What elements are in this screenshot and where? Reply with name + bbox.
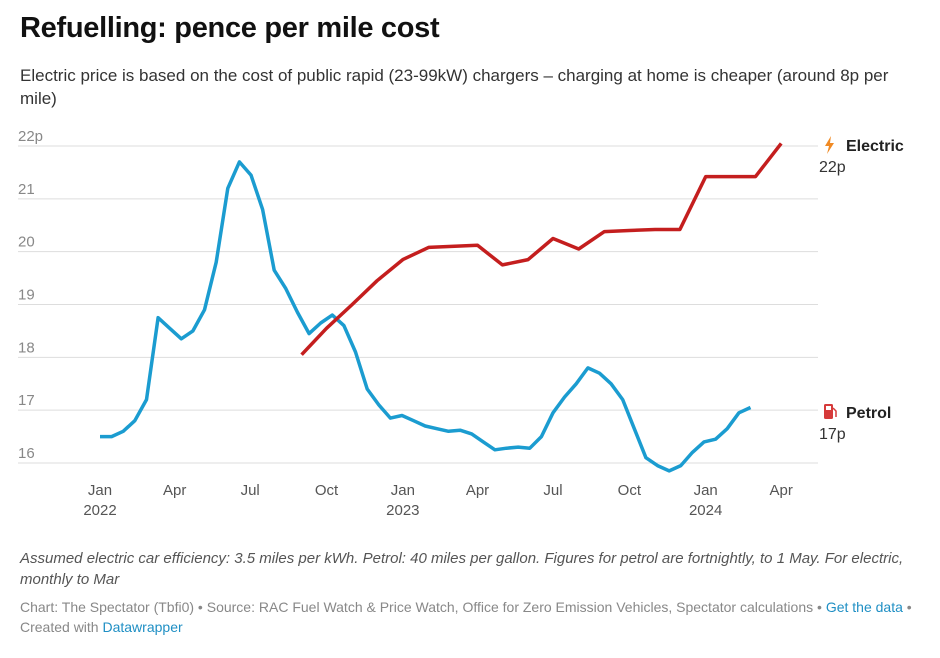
created-with-text: Created with xyxy=(20,619,103,635)
pump-hose xyxy=(832,407,837,417)
x-tick-label: Jan xyxy=(694,482,718,499)
electric-series-line xyxy=(300,142,783,356)
datawrapper-link[interactable]: Datawrapper xyxy=(102,619,183,635)
petrol-series-name: Petrol xyxy=(846,405,891,422)
chart-footer: Chart: The Spectator (Tbfi0) • Source: R… xyxy=(20,597,920,637)
pump-window xyxy=(826,406,831,410)
x-tick-year-label: 2022 xyxy=(83,502,116,519)
x-tick-year-label: 2024 xyxy=(689,502,722,519)
get-the-data-link[interactable]: Get the data xyxy=(825,599,903,615)
x-tick-label: Oct xyxy=(618,482,642,499)
chart-notes: Assumed electric car efficiency: 3.5 mil… xyxy=(20,550,904,588)
fuel-pump-icon xyxy=(824,404,837,419)
y-tick-label: 20 xyxy=(18,234,35,251)
petrol-end-value: 17p xyxy=(819,426,846,443)
x-tick-label: Apr xyxy=(163,482,186,499)
electric-series-name: Electric xyxy=(846,138,904,155)
chart-credit: Chart: The Spectator (Tbfi0) xyxy=(20,599,195,615)
electric-end-value: 22p xyxy=(819,159,846,176)
footer-separator: • xyxy=(902,599,912,615)
chart-title: Refuelling: pence per mile cost xyxy=(20,12,440,44)
x-tick-label: Jan xyxy=(391,482,415,499)
footer-separator: • xyxy=(813,599,826,615)
x-tick-label: Apr xyxy=(466,482,489,499)
line-chart: 22p 21 20 19 18 17 16 Jan 2022 Apr Jul Oct Jan 2023 A… xyxy=(18,128,904,519)
y-tick-label: 16 xyxy=(18,445,35,462)
y-tick-label: 19 xyxy=(18,287,35,304)
x-tick-label: Jul xyxy=(241,482,260,499)
y-tick-label: 21 xyxy=(18,181,35,198)
footer-separator: • xyxy=(194,599,207,615)
x-tick-label: Jan xyxy=(88,482,112,499)
source-text: Source: RAC Fuel Watch & Price Watch, Of… xyxy=(206,599,814,615)
x-tick-label: Apr xyxy=(769,482,792,499)
y-tick-label: 22p xyxy=(18,128,43,145)
series-lines xyxy=(100,142,783,473)
y-tick-label: 17 xyxy=(18,392,35,409)
lightning-bolt-icon xyxy=(825,136,834,154)
x-tick-label: Oct xyxy=(315,482,339,499)
petrol-series-line xyxy=(100,160,752,473)
chart-subtitle: Electric price is based on the cost of p… xyxy=(20,66,889,108)
y-axis-tick-labels: 22p 21 20 19 18 17 16 xyxy=(18,128,43,462)
x-axis-tick-labels: Jan 2022 Apr Jul Oct Jan 2023 Apr Jul Oct Jan 2024 A… xyxy=(83,482,793,519)
x-tick-label: Jul xyxy=(543,482,562,499)
x-tick-year-label: 2023 xyxy=(386,502,419,519)
y-tick-label: 18 xyxy=(18,339,35,356)
